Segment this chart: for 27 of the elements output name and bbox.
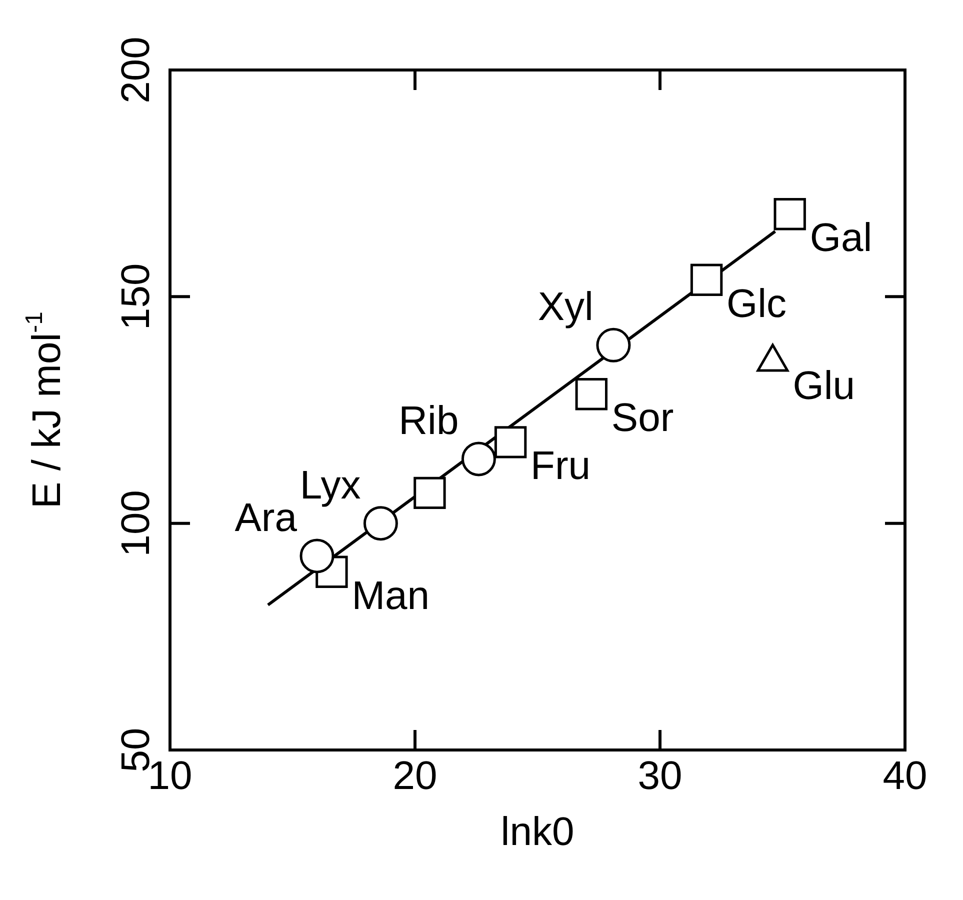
x-tick-label: 30 [638,754,682,798]
x-tick-label: 20 [392,754,438,798]
point [300,538,334,574]
y-tick-label: 100 [114,490,158,557]
point [494,426,527,458]
point [575,378,608,410]
annotation: Glu [792,364,855,408]
x-tick-label: 40 [882,754,928,798]
y-tick-label: 150 [114,263,158,330]
annotation: Xyl [538,285,594,330]
annotation: Rib [398,398,459,443]
annotation: Fru [530,444,591,488]
point [414,476,446,510]
point [690,264,723,296]
annotation: Man [352,574,430,618]
annotation: Gal [810,216,872,260]
x-axis-title: lnk0 [500,810,574,854]
point [596,328,631,362]
annotation: Sor [611,396,674,440]
annotation: Lyx [300,463,361,508]
annotation: Glc [726,282,787,326]
point [461,442,496,476]
y-axis-title: E / kJ mol-1 [21,312,69,508]
annotation: Ara [234,496,298,540]
y-tick-label: 200 [114,36,158,104]
point [363,506,398,541]
point [774,198,806,230]
